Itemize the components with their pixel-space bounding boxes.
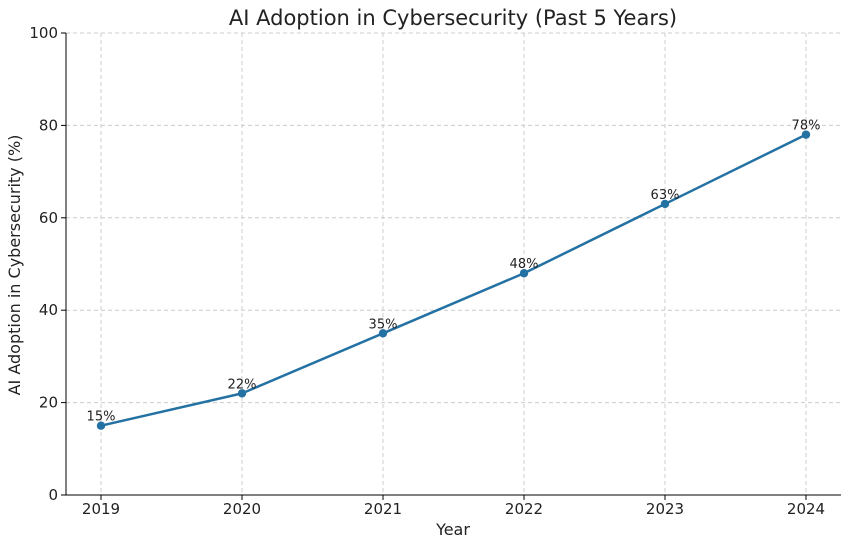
chart-title: AI Adoption in Cybersecurity (Past 5 Yea… [229, 6, 677, 30]
y-tick-label: 20 [39, 394, 58, 412]
data-label: 63% [651, 188, 680, 203]
x-tick-label: 2020 [223, 500, 261, 518]
x-tick-label: 2019 [82, 500, 120, 518]
data-point [96, 421, 106, 430]
y-tick-label: 60 [39, 209, 58, 227]
data-point [660, 199, 670, 209]
series [96, 130, 811, 430]
y-tick-label: 80 [39, 116, 58, 134]
data-label: 78% [792, 119, 821, 134]
data-point [519, 269, 529, 278]
x-tick-label: 2021 [364, 500, 402, 518]
grid [66, 32, 841, 496]
x-axis-label: Year [435, 520, 470, 539]
data-point [237, 389, 247, 398]
x-tick-label: 2022 [505, 500, 543, 518]
y-tick-label: 40 [39, 301, 58, 319]
data-labels: 15% 22% 35% 48% 63% 78% [87, 119, 821, 425]
series-line [100, 133, 807, 427]
data-label: 48% [510, 257, 539, 272]
axes: 0 20 40 60 80 100 2019 2020 2021 2022 2023 2024 [29, 24, 841, 518]
data-point [378, 329, 388, 338]
data-point [801, 130, 811, 139]
x-tick-label: 2024 [787, 500, 825, 518]
data-label: 35% [369, 317, 398, 332]
y-tick-label: 0 [48, 486, 58, 504]
data-label: 15% [87, 410, 116, 425]
y-tick-label: 100 [29, 24, 58, 42]
data-label: 22% [228, 377, 257, 392]
y-axis-label: AI Adoption in Cybersecurity (%) [5, 135, 24, 396]
x-tick-label: 2023 [646, 500, 684, 518]
